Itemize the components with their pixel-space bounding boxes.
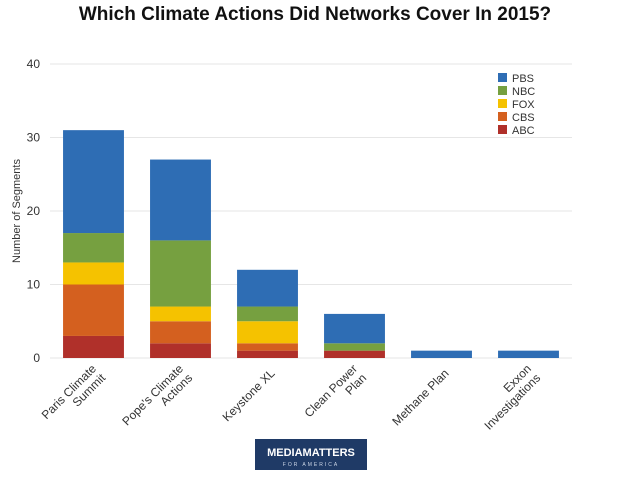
legend-label: CBS [512, 112, 535, 124]
y-tick-label: 40 [27, 57, 41, 71]
bar-segment [237, 306, 298, 322]
bar-segment [63, 335, 124, 358]
bar-segment [324, 343, 385, 351]
legend-label: ABC [512, 125, 535, 137]
bar-segment [237, 269, 298, 307]
x-tick-label: Clean PowerPlan [302, 362, 370, 430]
bar-segment [237, 321, 298, 344]
y-tick-label: 10 [27, 278, 41, 292]
legend-swatch [498, 112, 507, 121]
bar-segment [63, 284, 124, 336]
legend-label: NBC [512, 86, 535, 98]
bar-segment [150, 343, 211, 358]
x-tick-label: Paris ClimateSummit [39, 361, 109, 431]
bar-segment [150, 240, 211, 307]
bar-segment [150, 321, 211, 344]
bar-segment [150, 159, 211, 241]
legend-swatch [498, 99, 507, 108]
bar-segment [63, 262, 124, 285]
logo-box [255, 439, 367, 470]
bar-segment [324, 350, 385, 358]
bar-segment [498, 350, 559, 358]
x-tick-label-line: Methane Plan [389, 366, 451, 428]
bar-segment [237, 350, 298, 358]
bar-segment [237, 343, 298, 351]
y-axis-label: Number of Segments [11, 159, 23, 263]
x-tick-label: Pope's ClimateActions [119, 361, 195, 437]
legend-label: FOX [512, 99, 535, 111]
bar-segment [411, 350, 472, 358]
x-tick-label: Keystone XL [220, 366, 278, 424]
x-tick-label: Methane Plan [389, 366, 451, 428]
y-tick-label: 30 [27, 131, 41, 145]
y-tick-label: 20 [27, 204, 41, 218]
legend-swatch [498, 86, 507, 95]
bar-segment [324, 313, 385, 344]
logo-sub: FOR AMERICA [283, 462, 339, 468]
logo-main: MEDIAMATTERS [267, 447, 355, 459]
bar-segment [63, 233, 124, 263]
x-tick-label: ExxonInvestigations [472, 362, 543, 433]
bar-segment [150, 306, 211, 322]
bar-segment [63, 130, 124, 234]
chart-title: Which Climate Actions Did Networks Cover… [79, 4, 551, 25]
x-tick-label-line: Keystone XL [220, 366, 278, 424]
y-tick-label: 0 [33, 351, 40, 365]
legend-swatch [498, 125, 507, 134]
legend-label: PBS [512, 73, 534, 85]
legend-swatch [498, 73, 507, 82]
